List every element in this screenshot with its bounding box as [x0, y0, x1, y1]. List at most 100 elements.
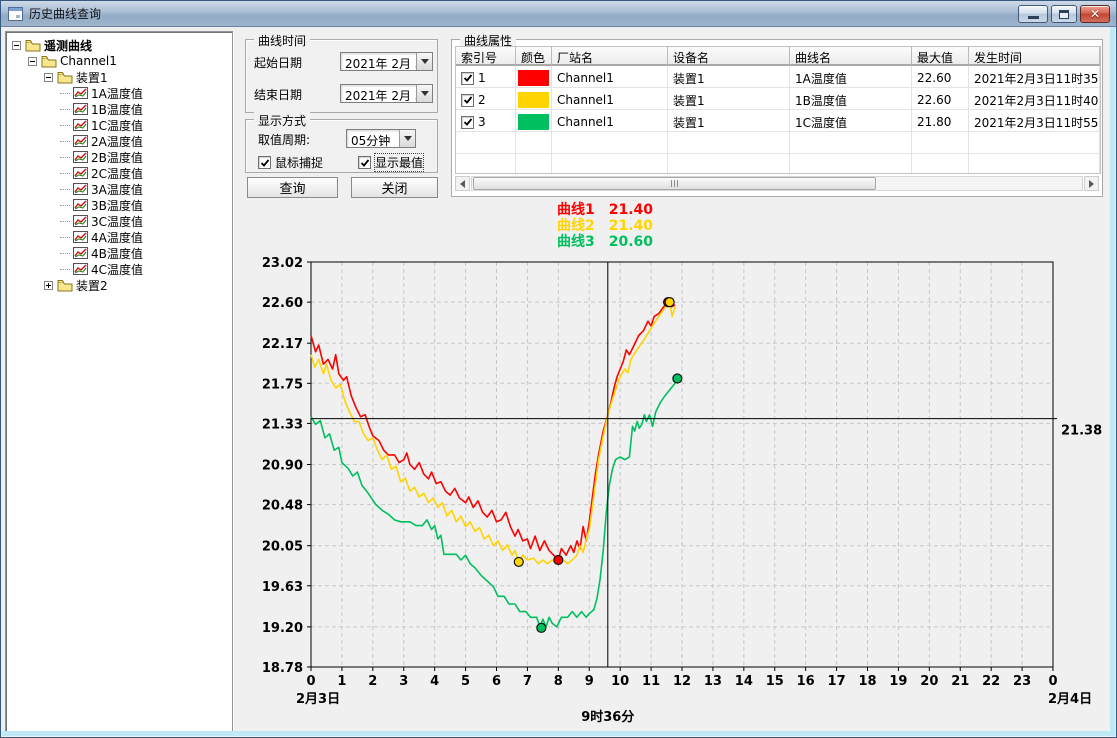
scrollbar-track[interactable]	[471, 176, 1083, 191]
tree-item-3A温度值[interactable]: 3A温度值	[6, 181, 232, 197]
tree-item-label: 4A温度值	[91, 230, 143, 245]
scroll-right-button[interactable]	[1084, 176, 1099, 191]
x-axis-label: 15	[766, 674, 784, 689]
maximize-button[interactable]	[1051, 5, 1077, 23]
occurrence-time: 2021年2月3日11时55	[969, 110, 1100, 132]
occurrence-time: 2021年2月3日11时40	[969, 88, 1100, 110]
tree-item-4B温度值[interactable]: 4B温度值	[6, 245, 232, 261]
tree-item-label: 2C温度值	[91, 166, 144, 181]
period-select[interactable]: 05分钟	[346, 129, 416, 148]
tree-item-装置1[interactable]: 装置1	[6, 69, 232, 85]
minus-box-icon[interactable]	[28, 56, 37, 66]
line-chart-icon	[73, 247, 88, 259]
curve-name: 1C温度值	[790, 110, 912, 132]
x-axis-label: 14	[735, 674, 753, 689]
folder-icon	[57, 279, 73, 291]
x-axis-label: 5	[461, 674, 470, 689]
y-axis-label: 22.17	[262, 337, 303, 352]
tree-item-2A温度值[interactable]: 2A温度值	[6, 133, 232, 149]
history-curve-chart[interactable]: 23.02 22.60 22.17 21.75 21.33 20.90 20.48 20.05…	[251, 251, 1113, 737]
minus-box-icon[interactable]	[44, 72, 53, 82]
start-date-select[interactable]: 2021年 2月 3	[340, 52, 433, 71]
table-header-row: 索引号 颜色 厂站名 设备名 曲线名 最大值 发生时间	[456, 47, 1100, 66]
legend-item: 曲线1 21.40	[557, 202, 653, 218]
tree-item-3C温度值[interactable]: 3C温度值	[6, 213, 232, 229]
titlebar: 历史曲线查询 ✕	[1, 1, 1116, 27]
curve-properties-panel: 曲线属性 索引号 颜色 厂站名 设备名 曲线名 最大值 发生时间 1 Channel1 装置1 1A…	[451, 32, 1103, 197]
column-header-7[interactable]: 发生时间	[969, 47, 1100, 66]
row-checkbox[interactable]	[461, 93, 474, 107]
device-name: 装置1	[668, 66, 790, 88]
tree-item-4A温度值[interactable]: 4A温度值	[6, 229, 232, 245]
checkmark-icon	[463, 96, 472, 104]
table-row[interactable]: 1 Channel1 装置1 1A温度值 22.60 2021年2月3日11时35	[456, 66, 1100, 88]
tree-item-label: 1C温度值	[91, 118, 144, 133]
max-value: 22.60	[912, 66, 969, 88]
window-border-bottom	[2, 731, 1115, 736]
tree-item-label: 3B温度值	[91, 198, 143, 213]
x-axis-label: 0	[306, 674, 315, 689]
line-chart-icon	[73, 231, 88, 243]
tree-item-1C温度值[interactable]: 1C温度值	[6, 117, 232, 133]
legend-label: 曲线2	[557, 218, 595, 234]
chevron-down-icon	[403, 136, 412, 141]
device-name: 装置1	[668, 88, 790, 110]
table-row[interactable]: 3 Channel1 装置1 1C温度值 21.80 2021年2月3日11时55	[456, 110, 1100, 132]
table-empty-row	[456, 154, 1100, 173]
scrollbar-thumb[interactable]	[473, 177, 876, 190]
column-header-4[interactable]: 设备名	[668, 47, 790, 66]
minimize-button[interactable]	[1018, 5, 1048, 23]
column-header-1[interactable]: 索引号	[456, 47, 516, 66]
tree-item-1B温度值[interactable]: 1B温度值	[6, 101, 232, 117]
chart-canvas[interactable]: 23.02 22.60 22.17 21.75 21.33 20.90 20.48 20.05…	[251, 251, 1113, 737]
y-axis-label: 20.05	[262, 540, 303, 555]
tree-item-2C温度值[interactable]: 2C温度值	[6, 165, 232, 181]
device-name: 装置1	[668, 110, 790, 132]
column-header-2[interactable]: 颜色	[516, 47, 552, 66]
x-axis-label: 11	[642, 674, 660, 689]
tree-item-3B温度值[interactable]: 3B温度值	[6, 197, 232, 213]
legend-value: 21.40	[608, 202, 654, 218]
minus-box-icon[interactable]	[12, 40, 21, 50]
end-date-dropdown-button[interactable]	[416, 85, 432, 102]
show-extremes-checkbox[interactable]	[358, 156, 371, 169]
end-date-select[interactable]: 2021年 2月 3	[340, 84, 433, 103]
scroll-left-button[interactable]	[455, 176, 470, 191]
show-extremes-label: 显示最值	[373, 153, 425, 172]
row-checkbox[interactable]	[461, 115, 474, 129]
close-dialog-button[interactable]: 关闭	[351, 177, 438, 198]
curve-properties-title: 曲线属性	[460, 32, 517, 49]
close-button[interactable]: ✕	[1080, 5, 1110, 23]
column-header-5[interactable]: 曲线名	[790, 47, 912, 66]
tree-item-遥测曲线[interactable]: 遥测曲线	[6, 37, 232, 53]
tree-item-label: 1A温度值	[91, 86, 143, 101]
chart-legend: 曲线1 21.40 曲线2 21.40 曲线3 20.60	[557, 202, 653, 250]
curve-tree: 遥测曲线 Channel1 装置1 1A温度值 1B温度值 1C温度值 2A温度值 2B温度值…	[5, 31, 233, 732]
column-header-6[interactable]: 最大值	[912, 47, 969, 66]
tree-item-装置2[interactable]: 装置2	[6, 277, 232, 293]
start-date-dropdown-button[interactable]	[416, 53, 432, 70]
period-dropdown-button[interactable]	[399, 130, 415, 147]
x-axis-label: 1	[337, 674, 346, 689]
checkmark-icon	[260, 158, 269, 167]
period-value: 05分钟	[351, 134, 391, 147]
mouse-capture-checkbox[interactable]	[258, 156, 271, 169]
table-horizontal-scrollbar[interactable]	[455, 176, 1099, 191]
x-axis-label: 23	[1013, 674, 1031, 689]
tree-item-Channel1[interactable]: Channel1	[6, 53, 232, 69]
column-header-3[interactable]: 厂站名	[552, 47, 668, 66]
row-index: 1	[478, 71, 486, 85]
x-axis-label: 13	[704, 674, 722, 689]
curve-color-swatch	[518, 70, 549, 86]
tree-item-4C温度值[interactable]: 4C温度值	[6, 261, 232, 277]
table-row[interactable]: 2 Channel1 装置1 1B温度值 22.60 2021年2月3日11时40	[456, 88, 1100, 110]
x-axis-label: 16	[797, 674, 815, 689]
query-button[interactable]: 查询	[247, 177, 338, 198]
window-title: 历史曲线查询	[29, 7, 102, 21]
line-chart-icon	[73, 215, 88, 227]
x-axis-date-end: 2月4日	[1048, 692, 1092, 707]
tree-item-1A温度值[interactable]: 1A温度值	[6, 85, 232, 101]
tree-item-2B温度值[interactable]: 2B温度值	[6, 149, 232, 165]
plus-box-icon[interactable]	[44, 280, 53, 290]
row-checkbox[interactable]	[461, 71, 474, 85]
